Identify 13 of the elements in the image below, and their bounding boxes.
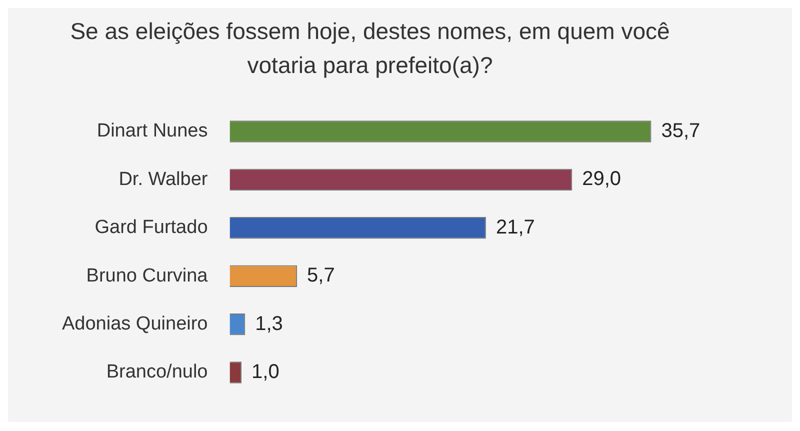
data-label: 21,7 bbox=[496, 216, 535, 238]
data-label: 29,0 bbox=[582, 168, 622, 190]
data-label: 5,7 bbox=[307, 264, 335, 287]
y-tick-label: Bruno Curvina bbox=[86, 265, 208, 286]
data-label: 35,7 bbox=[661, 120, 700, 142]
y-tick-label: Dr. Walber bbox=[118, 168, 208, 190]
y-tick-label: Gard Furtado bbox=[94, 217, 208, 238]
y-tick-label: Dinart Nunes bbox=[96, 120, 208, 142]
data-label: 1,3 bbox=[255, 312, 283, 335]
y-tick-label: Adonias Quineiro bbox=[62, 314, 208, 335]
data-label: 1,0 bbox=[252, 361, 280, 384]
chart-title: Se as eleições fossem hoje, destes nomes, em quem você votaria para prefeito(a)? bbox=[69, 17, 671, 80]
y-tick-label: Branco/nulo bbox=[106, 362, 208, 383]
